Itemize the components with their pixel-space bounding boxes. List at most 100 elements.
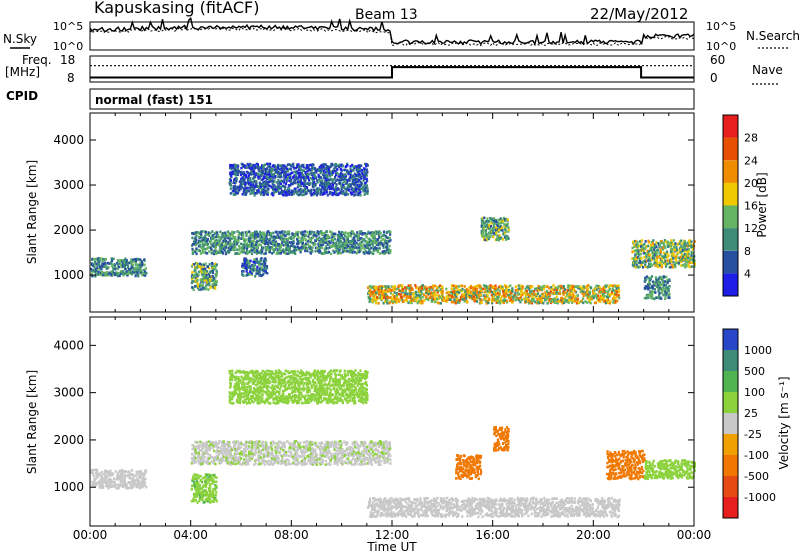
echo-cell — [507, 237, 510, 240]
echo-cell — [335, 188, 338, 192]
echo-cell — [345, 239, 348, 243]
echo-cell — [321, 166, 324, 170]
echo-cell — [334, 232, 337, 236]
echo-cell — [327, 183, 330, 187]
echo-cell — [673, 245, 676, 249]
echo-cell — [326, 187, 329, 190]
echo-cell — [366, 286, 370, 289]
echo-cell — [657, 278, 660, 282]
echo-cell — [649, 265, 652, 268]
echo-cell — [270, 180, 273, 183]
echo-cell — [332, 239, 335, 242]
echo-cell — [586, 301, 589, 304]
echo-cell — [205, 278, 208, 282]
echo-cell — [587, 298, 590, 301]
echo-cell — [193, 458, 196, 462]
echo-cell — [229, 174, 232, 177]
echo-cell — [639, 261, 642, 264]
echo-cell — [297, 240, 300, 243]
echo-cell — [503, 231, 507, 235]
echo-cell — [367, 248, 371, 251]
echo-cell — [674, 265, 677, 269]
echo-cell — [303, 244, 306, 247]
echo-cell — [520, 287, 523, 291]
echo-cell — [321, 240, 324, 243]
echo-cell — [654, 280, 657, 284]
echo-cell — [136, 258, 140, 261]
cpid-value: normal (fast) 151 — [95, 93, 213, 107]
echo-cell — [473, 295, 476, 299]
echo-cell — [473, 289, 476, 292]
echo-cell — [198, 453, 201, 457]
echo-cell — [670, 260, 673, 263]
echo-cell — [129, 481, 132, 484]
echo-cell — [299, 181, 302, 185]
echo-cell — [570, 293, 573, 297]
echo-cell — [238, 459, 241, 462]
echo-cell — [527, 293, 530, 296]
echo-cell — [292, 239, 295, 243]
echo-cell — [350, 246, 354, 250]
echo-cell — [334, 176, 337, 179]
echo-cell — [126, 264, 129, 268]
echo-cell — [258, 274, 261, 277]
echo-cell — [233, 248, 236, 251]
echo-cell — [348, 182, 352, 186]
echo-cell — [241, 265, 244, 268]
echo-cell — [259, 234, 262, 238]
echo-cell — [250, 247, 253, 250]
echo-cell — [302, 173, 305, 177]
echo-cell — [330, 245, 333, 249]
echo-cell — [248, 445, 251, 448]
echo-cell — [266, 248, 269, 251]
echo-cell — [90, 471, 93, 474]
echo-cell — [389, 230, 392, 234]
echo-cell — [191, 231, 194, 235]
echo-cell — [520, 298, 524, 301]
echo-cell — [288, 193, 291, 196]
echo-cell — [273, 235, 276, 238]
echo-cell — [666, 243, 669, 246]
echo-cell — [362, 243, 365, 247]
echo-cell — [246, 180, 249, 183]
echo-cell — [575, 301, 579, 305]
echo-cell — [582, 297, 585, 300]
echo-cell — [360, 164, 363, 168]
echo-cell — [102, 472, 105, 476]
echo-cell — [243, 246, 246, 250]
echo-cell — [600, 296, 603, 300]
echo-cell — [278, 171, 281, 174]
echo-cell — [98, 265, 102, 269]
echo-cell — [348, 241, 352, 244]
echo-cell — [378, 296, 381, 300]
echo-cell — [284, 250, 287, 253]
echo-cell — [295, 177, 298, 181]
echo-cell — [198, 235, 201, 239]
echo-cell — [394, 286, 397, 290]
echo-cell — [251, 456, 254, 459]
echo-cell — [676, 251, 679, 255]
echo-cell — [112, 477, 116, 480]
echo-cell — [250, 170, 253, 173]
echo-cell — [211, 271, 214, 274]
echo-cell — [347, 171, 350, 175]
echo-cell — [474, 285, 478, 288]
echo-cell — [280, 189, 283, 193]
echo-cell — [217, 453, 220, 457]
echo-cell — [109, 480, 112, 484]
echo-cell — [190, 265, 194, 268]
echo-cell — [228, 445, 231, 449]
echo-cell — [275, 230, 278, 234]
echo-cell — [130, 261, 133, 265]
echo-cell — [411, 297, 414, 301]
echo-cell — [449, 295, 452, 299]
echo-cell — [665, 284, 668, 287]
echo-cell — [688, 261, 691, 264]
echo-cell — [484, 231, 487, 234]
echo-cell — [309, 168, 312, 171]
echo-cell — [655, 284, 658, 287]
echo-cell — [428, 296, 431, 299]
echo-cell — [438, 284, 442, 287]
echo-cell — [363, 177, 366, 181]
echo-cell — [339, 177, 342, 180]
